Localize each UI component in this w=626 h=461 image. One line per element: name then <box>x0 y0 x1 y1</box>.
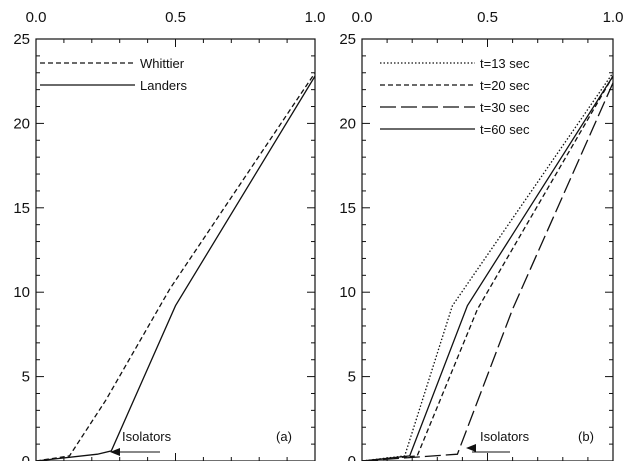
legend: t=13 sec t=20 sec t=30 sec t=60 sec <box>380 56 530 137</box>
annotation-text: Isolators <box>480 429 530 444</box>
legend-label: t=20 sec <box>480 78 530 93</box>
plot-frame <box>35 38 316 461</box>
y-tick-label: 5 <box>22 369 30 386</box>
series-line-4 <box>361 75 614 461</box>
y-tick-label: 25 <box>339 31 356 48</box>
y-tick-label: 0 <box>348 453 356 461</box>
x-tick-label: 1.0 <box>603 9 624 26</box>
x-tick-label: 0.5 <box>477 9 498 26</box>
y-tick-label: 0 <box>22 453 30 461</box>
y-tick-label: 10 <box>339 284 356 301</box>
legend-label: Whittier <box>140 56 185 71</box>
panel-label: (b) <box>578 429 594 444</box>
series-line-3 <box>361 82 614 461</box>
legend: Whittier Landers <box>40 56 187 93</box>
legend-label: Landers <box>140 78 187 93</box>
y-tick-label: 20 <box>339 115 356 132</box>
y-tick-label: 10 <box>13 284 30 301</box>
legend-label: t=30 sec <box>480 100 530 115</box>
series-line-2 <box>35 75 316 461</box>
legend-label: t=60 sec <box>480 122 530 137</box>
arrow-head-icon <box>110 448 120 456</box>
annotation-text: Isolators <box>122 429 172 444</box>
legend-label: t=13 sec <box>480 56 530 71</box>
x-tick-label: 0.0 <box>26 9 47 26</box>
x-tick-label: 0.0 <box>352 9 373 26</box>
x-tick-label: 1.0 <box>305 9 326 26</box>
series-line-1 <box>35 72 316 461</box>
y-tick-label: 15 <box>339 200 356 217</box>
panel-a: 0.0 0.5 1.0 0 5 10 15 20 25 Whittier Landers Isolat… <box>13 9 325 461</box>
panel-b: 0.0 0.5 1.0 0 5 10 15 20 25 t=13 sec t=20 sec t=30 … <box>339 9 623 461</box>
isolators-annotation: Isolators <box>110 429 172 456</box>
panel-label: (a) <box>276 429 292 444</box>
y-tick-label: 15 <box>13 200 30 217</box>
x-tick-label: 0.5 <box>165 9 186 26</box>
arrow-head-icon <box>466 444 476 452</box>
y-tick-label: 25 <box>13 31 30 48</box>
y-tick-label: 5 <box>348 369 356 386</box>
y-tick-label: 20 <box>13 115 30 132</box>
isolators-annotation: Isolators <box>466 429 530 453</box>
